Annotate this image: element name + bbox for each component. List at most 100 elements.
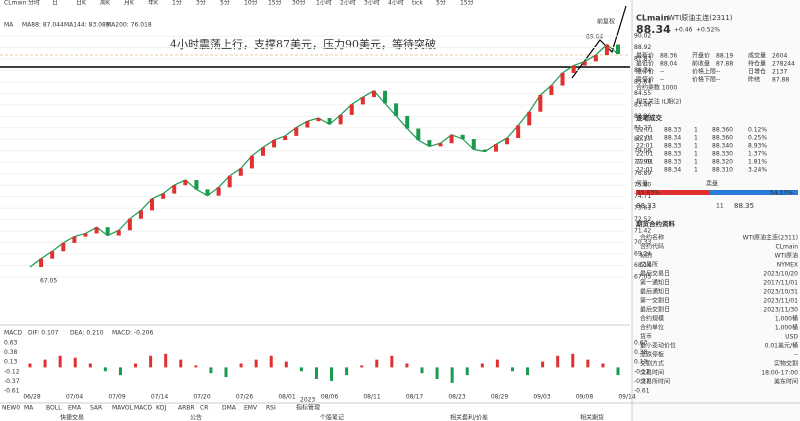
legend: MACD: -0.206 [112, 330, 153, 337]
y-tick-label: 74.71 [634, 193, 651, 200]
candle [72, 236, 77, 243]
bottom-tab[interactable]: 个股笔记 [320, 414, 344, 421]
bar-buy [636, 190, 710, 195]
tool-tab[interactable]: 15分 [460, 0, 474, 7]
macd-bar [239, 363, 243, 368]
macd-bar [541, 361, 545, 368]
macd-bar [284, 361, 288, 368]
bottom-tab[interactable]: 相关期货 [580, 414, 604, 421]
tool-tab[interactable]: CLmain [4, 0, 27, 7]
legend: MA [4, 22, 14, 29]
tool-tab[interactable]: 1分 [172, 0, 182, 7]
trade: 1 [694, 127, 698, 134]
related: 相关关注 IL期(2) [636, 98, 682, 106]
macd-bar [194, 365, 198, 368]
macd-bar [510, 367, 514, 372]
indicator-tab[interactable]: MAVOL [112, 405, 134, 412]
trade: 88.310 [712, 167, 733, 174]
macd-tick-label: 0.63 [4, 340, 18, 347]
bottom-tab[interactable]: 相关套利/价差 [450, 414, 488, 421]
y-tick-label: 90.02 [634, 33, 651, 40]
info-val: 18:00-17:00 [761, 370, 798, 377]
indicator-tab[interactable]: 指标管理 [296, 404, 320, 412]
candle [305, 121, 310, 128]
stat: 87.88 [772, 77, 789, 84]
tool-tab[interactable]: 5分 [436, 0, 446, 7]
y-tick-label: 72.52 [634, 216, 651, 223]
tool-tab[interactable]: 日 [52, 0, 58, 7]
indicator-tab[interactable]: MA [24, 405, 34, 412]
info-val: CLmain [775, 244, 798, 251]
macd-bar [43, 359, 47, 368]
candle [150, 198, 155, 211]
indicator-tab[interactable]: NEW0 [2, 405, 20, 412]
tool-tab[interactable]: 月K [124, 0, 135, 7]
indicator-tab[interactable]: EMA [68, 405, 82, 412]
tool-tab[interactable]: 4小时 [388, 0, 404, 7]
candle [116, 230, 121, 236]
panel-bg [632, 0, 800, 421]
trade: 3.24% [748, 167, 767, 174]
tool-tab[interactable]: 1小时 [316, 0, 332, 7]
indicator-tab[interactable]: BOLL [46, 405, 62, 412]
indicator-tab[interactable]: MACD [134, 405, 152, 412]
date-label: 09/03 [533, 394, 550, 401]
tool-tab[interactable]: 3小时 [364, 0, 380, 7]
macd-bar [526, 367, 530, 376]
macd-bar [118, 367, 122, 376]
info-key: 交易所 [640, 261, 658, 269]
candle [238, 168, 243, 176]
candle [172, 185, 177, 194]
stat: -- [716, 77, 720, 84]
date-label: 07/04 [66, 394, 83, 401]
y-tick-label: 80.17 [634, 136, 651, 143]
tool-tab[interactable]: 3分 [196, 0, 206, 7]
indicator-tab[interactable]: DMA [222, 405, 237, 412]
vol: 11 [716, 203, 724, 210]
trade: 88.360 [712, 127, 733, 134]
tool-tab[interactable]: 周K [100, 0, 111, 7]
candle [227, 175, 232, 188]
stat: 持仓量 [748, 60, 766, 68]
tool-tab[interactable]: 年K [148, 0, 159, 7]
tool-tab[interactable]: 5分 [220, 0, 230, 7]
tool-tab[interactable]: tick [412, 0, 423, 7]
candle [39, 258, 44, 268]
candle [349, 104, 354, 115]
candle [205, 189, 210, 196]
candle [105, 227, 110, 236]
adjust: 前复权 [597, 18, 615, 26]
macd-bar [556, 355, 560, 368]
macd-bar [164, 353, 168, 368]
indicator-tab[interactable]: CR [200, 405, 208, 412]
candle [505, 137, 510, 145]
candle [338, 114, 343, 125]
macd-tick-label: -0.12 [634, 368, 650, 375]
info-key: 涨跌停板 [640, 351, 664, 359]
bar-sell [710, 190, 798, 195]
tool-tab[interactable]: 15分 [268, 0, 282, 7]
y-tick-label: 77.99 [634, 159, 651, 166]
tool-tab[interactable]: 10分 [244, 0, 258, 7]
tool-tab[interactable]: 30分 [292, 0, 306, 7]
indicator-tab[interactable]: ARBR [178, 405, 195, 412]
indicator-tab[interactable]: SAR [90, 405, 102, 412]
indicator-tab[interactable]: KDJ [156, 405, 167, 412]
macd-bar [420, 367, 424, 374]
candle [571, 65, 576, 73]
info-key: 第一通知日 [640, 279, 670, 287]
bottom-tab[interactable]: 公告 [190, 414, 202, 421]
indicator-tab[interactable]: EMV [244, 405, 258, 412]
macd-tick-label: 0.63 [634, 340, 648, 347]
tool-tab[interactable]: 分时 [28, 0, 40, 7]
candle [127, 218, 132, 231]
candle [83, 233, 88, 237]
bottom-tab[interactable]: 快捷交易 [60, 414, 84, 421]
macd-bar [314, 367, 318, 379]
macd-tick-label: 0.13 [634, 359, 648, 366]
indicator-tab[interactable]: RSI [266, 405, 276, 412]
tool-tab[interactable]: 2小时 [340, 0, 356, 7]
candle [260, 147, 265, 156]
stat: 最低价 [636, 60, 654, 68]
tool-tab[interactable]: 日K [76, 0, 87, 7]
